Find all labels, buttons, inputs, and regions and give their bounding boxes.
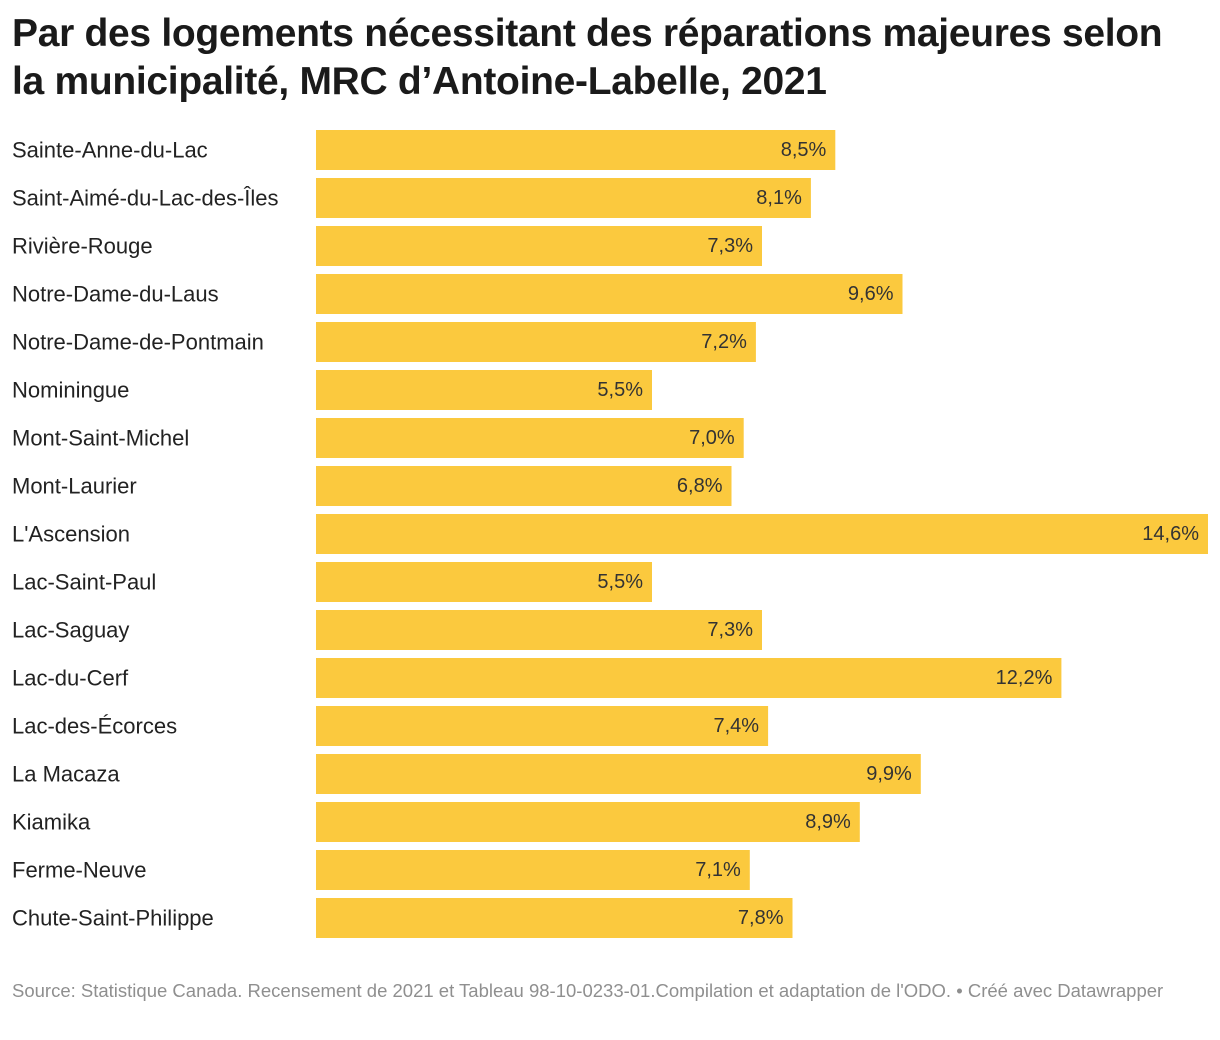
value-label: 8,1%: [756, 187, 802, 209]
value-label: 7,8%: [738, 907, 784, 929]
category-label: L'Ascension: [12, 522, 130, 547]
bar: [316, 514, 1208, 554]
bar: [316, 754, 921, 794]
bar: [316, 466, 732, 506]
bar: [316, 898, 793, 938]
bar-row: La Macaza 9,9%: [12, 754, 921, 794]
bar: [316, 850, 750, 890]
bar: [316, 130, 836, 170]
category-label: Lac-Saguay: [12, 618, 129, 643]
bar-row: Nominingue 5,5%: [12, 370, 652, 410]
source-footer: Source: Statistique Canada. Recensement …: [12, 980, 1164, 1001]
category-label: Rivière-Rouge: [12, 234, 153, 259]
value-label: 7,3%: [707, 235, 753, 257]
bar: [316, 418, 744, 458]
value-label: 7,1%: [695, 859, 741, 881]
category-label: Mont-Saint-Michel: [12, 426, 189, 451]
category-label: Saint-Aimé-du-Lac-des-Îles: [12, 186, 279, 211]
bar-row: Chute-Saint-Philippe 7,8%: [12, 898, 793, 938]
value-label: 7,2%: [701, 331, 747, 353]
value-label: 9,6%: [848, 283, 894, 305]
value-label: 5,5%: [597, 571, 643, 593]
bar: [316, 802, 860, 842]
category-label: Chute-Saint-Philippe: [12, 906, 214, 931]
category-label: Sainte-Anne-du-Lac: [12, 138, 208, 163]
value-label: 7,4%: [714, 715, 760, 737]
value-label: 12,2%: [996, 667, 1053, 689]
value-label: 9,9%: [866, 763, 912, 785]
bar-row: Lac-Saint-Paul 5,5%: [12, 562, 652, 602]
chart-title: Par des logements nécessitant des répara…: [12, 12, 1163, 103]
bar-row: L'Ascension 14,6%: [12, 514, 1208, 554]
bar-row: Kiamika 8,9%: [12, 802, 860, 842]
bar: [316, 658, 1062, 698]
value-label: 7,0%: [689, 427, 735, 449]
category-label: Lac-Saint-Paul: [12, 570, 156, 595]
bar-row: Lac-Saguay 7,3%: [12, 610, 762, 650]
bar: [316, 226, 762, 266]
category-label: Ferme-Neuve: [12, 858, 146, 883]
bar: [316, 370, 652, 410]
bar-row: Notre-Dame-du-Laus 9,6%: [12, 274, 903, 314]
value-label: 8,9%: [805, 811, 851, 833]
value-label: 5,5%: [597, 379, 643, 401]
bar: [316, 562, 652, 602]
bar-row: Ferme-Neuve 7,1%: [12, 850, 750, 890]
bar-row: Notre-Dame-de-Pontmain 7,2%: [12, 322, 756, 362]
bar-row: Lac-des-Écorces 7,4%: [12, 706, 769, 746]
bar-row: Mont-Laurier 6,8%: [12, 466, 732, 506]
bar-row: Saint-Aimé-du-Lac-des-Îles 8,1%: [12, 178, 811, 218]
bar-row: Sainte-Anne-du-Lac 8,5%: [12, 130, 836, 170]
category-label: Nominingue: [12, 378, 129, 403]
category-label: Notre-Dame-de-Pontmain: [12, 330, 264, 355]
category-label: La Macaza: [12, 762, 120, 787]
bar-row: Mont-Saint-Michel 7,0%: [12, 418, 744, 458]
category-label: Kiamika: [12, 810, 91, 835]
category-label: Lac-du-Cerf: [12, 666, 129, 691]
value-label: 6,8%: [677, 475, 723, 497]
category-label: Notre-Dame-du-Laus: [12, 282, 219, 307]
bar-row: Rivière-Rouge 7,3%: [12, 226, 762, 266]
bar: [316, 178, 811, 218]
value-label: 14,6%: [1142, 523, 1199, 545]
value-label: 7,3%: [707, 619, 753, 641]
category-label: Lac-des-Écorces: [12, 714, 177, 739]
bar: [316, 706, 769, 746]
category-label: Mont-Laurier: [12, 474, 137, 499]
bar: [316, 322, 756, 362]
value-label: 8,5%: [781, 139, 827, 161]
bar-row: Lac-du-Cerf 12,2%: [12, 658, 1062, 698]
bar: [316, 274, 903, 314]
bar: [316, 610, 762, 650]
